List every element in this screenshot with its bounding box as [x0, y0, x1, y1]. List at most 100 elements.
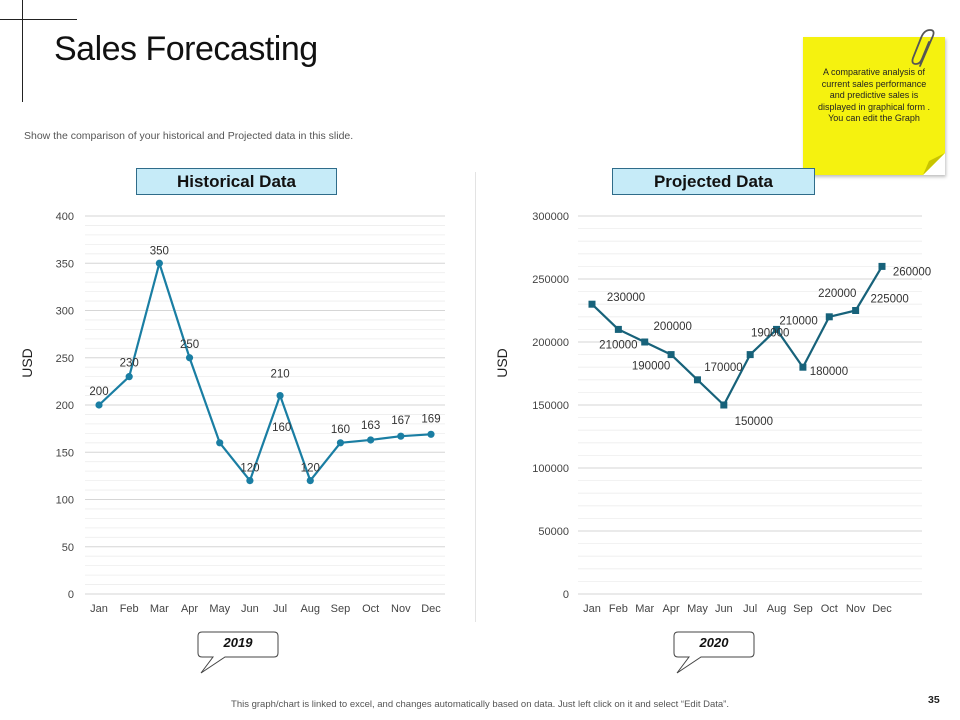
paperclip-icon [911, 29, 935, 67]
projected-x-tick-label: Oct [821, 603, 838, 615]
historical-series-line [98, 262, 432, 482]
historical-x-tick-label: Apr [181, 603, 198, 615]
projected-data-point [693, 376, 701, 384]
projected-x-tick-label: Jun [715, 603, 733, 615]
historical-x-tick-label: Jan [90, 603, 108, 615]
historical-y-tick-label: 150 [56, 447, 74, 459]
projected-data-label: 190000 [751, 328, 789, 340]
projected-data-label: 200000 [654, 321, 692, 333]
historical-data-label: 350 [150, 245, 169, 257]
sticky-note: A comparative analysis of current sales … [803, 37, 945, 175]
historical-x-tick-label: Mar [150, 603, 169, 615]
historical-data-label: 230 [120, 358, 139, 370]
historical-data-label: 250 [180, 339, 199, 351]
footer-note: This graph/chart is linked to excel, and… [231, 699, 729, 710]
historical-chart-header: Historical Data [136, 168, 337, 195]
historical-data-point [95, 401, 103, 409]
projected-data-label: 210000 [599, 339, 637, 351]
historical-y-tick-label: 100 [56, 495, 74, 507]
historical-data-point [155, 259, 163, 267]
historical-data-label: 163 [361, 420, 380, 432]
historical-x-tick-label: Jun [241, 603, 259, 615]
slide-title: Sales Forecasting [54, 30, 318, 68]
historical-data-point [427, 430, 435, 438]
projected-data-label: 210000 [779, 315, 817, 327]
projected-data-point [825, 313, 833, 321]
historical-data-label: 120 [301, 463, 320, 475]
historical-year-callout: 2019 [197, 631, 279, 677]
projected-chart-header: Projected Data [612, 168, 815, 195]
historical-data-label: 167 [391, 415, 410, 427]
corner-line-vertical [22, 0, 23, 102]
historical-data-point [246, 477, 254, 485]
speech-bubble-icon [197, 631, 279, 674]
projected-data-label: 260000 [893, 266, 931, 278]
projected-x-tick-label: Jan [583, 603, 601, 615]
historical-x-tick-label: Aug [300, 603, 320, 615]
historical-data-label: 200 [89, 386, 108, 398]
projected-data-point [746, 351, 754, 359]
historical-y-tick-label: 250 [56, 353, 74, 365]
historical-y-axis-label: USD [19, 348, 35, 378]
projected-data-point [773, 325, 781, 333]
projected-data-point [614, 325, 622, 333]
historical-data-point [336, 439, 345, 447]
projected-y-tick-label: 250000 [532, 274, 569, 286]
historical-data-point [125, 373, 133, 381]
historical-y-tick-label: 350 [56, 258, 74, 270]
projected-x-tick-label: Sep [793, 603, 813, 615]
projected-data-label: 225000 [870, 294, 908, 306]
historical-data-label: 169 [421, 413, 440, 425]
historical-data-point [306, 477, 314, 485]
historical-data-point [367, 436, 375, 444]
historical-data-point [397, 432, 405, 440]
sticky-note-text: A comparative analysis of current sales … [817, 67, 931, 123]
speech-bubble-icon [673, 631, 755, 674]
historical-data-label: 120 [240, 463, 259, 475]
projected-data-label: 230000 [607, 292, 645, 304]
projected-data-point [667, 351, 675, 359]
corner-line-horizontal [0, 19, 77, 20]
historical-x-tick-label: Nov [391, 603, 411, 615]
projected-y-axis-label: USD [494, 348, 510, 378]
projected-x-tick-label: Jul [743, 603, 757, 615]
projected-y-tick-label: 200000 [532, 337, 569, 349]
projected-data-point [641, 338, 649, 346]
projected-data-label: 150000 [735, 416, 773, 428]
historical-y-tick-label: 300 [56, 306, 74, 318]
historical-year-label: 2019 [223, 635, 253, 650]
historical-x-tick-label: Oct [362, 603, 379, 615]
projected-y-tick-label: 0 [563, 589, 569, 601]
projected-x-tick-label: Aug [767, 603, 787, 615]
projected-x-tick-label: Apr [663, 603, 680, 615]
projected-year-label: 2020 [699, 635, 729, 650]
projected-series-line [591, 265, 883, 407]
historical-data-point [276, 391, 284, 400]
projected-x-tick-label: Dec [872, 603, 892, 615]
projected-data-label: 180000 [810, 366, 848, 378]
historical-data-label: 160 [272, 422, 291, 434]
historical-x-tick-label: Feb [120, 603, 139, 615]
projected-data-point [720, 401, 728, 409]
slide-subtitle: Show the comparison of your historical a… [24, 130, 354, 142]
projected-y-tick-label: 50000 [538, 526, 569, 538]
projected-y-tick-label: 100000 [532, 463, 569, 475]
projected-data-label: 190000 [632, 361, 670, 373]
historical-y-tick-label: 200 [56, 400, 74, 412]
historical-y-tick-label: 50 [62, 542, 74, 554]
historical-data-point [185, 354, 194, 362]
projected-data-point [588, 300, 596, 308]
projected-data-point [852, 307, 860, 314]
projected-x-tick-label: Feb [609, 603, 628, 615]
projected-year-callout: 2020 [673, 631, 755, 677]
historical-x-tick-label: Jul [273, 603, 287, 615]
projected-data-label: 220000 [818, 288, 856, 300]
projected-data-label: 170000 [704, 362, 742, 374]
historical-y-tick-label: 0 [68, 589, 74, 601]
historical-x-tick-label: Dec [421, 603, 441, 615]
projected-y-tick-label: 300000 [532, 211, 569, 223]
note-curl-icon [923, 153, 945, 175]
projected-data-point [878, 262, 886, 270]
historical-data-label: 210 [270, 369, 289, 381]
